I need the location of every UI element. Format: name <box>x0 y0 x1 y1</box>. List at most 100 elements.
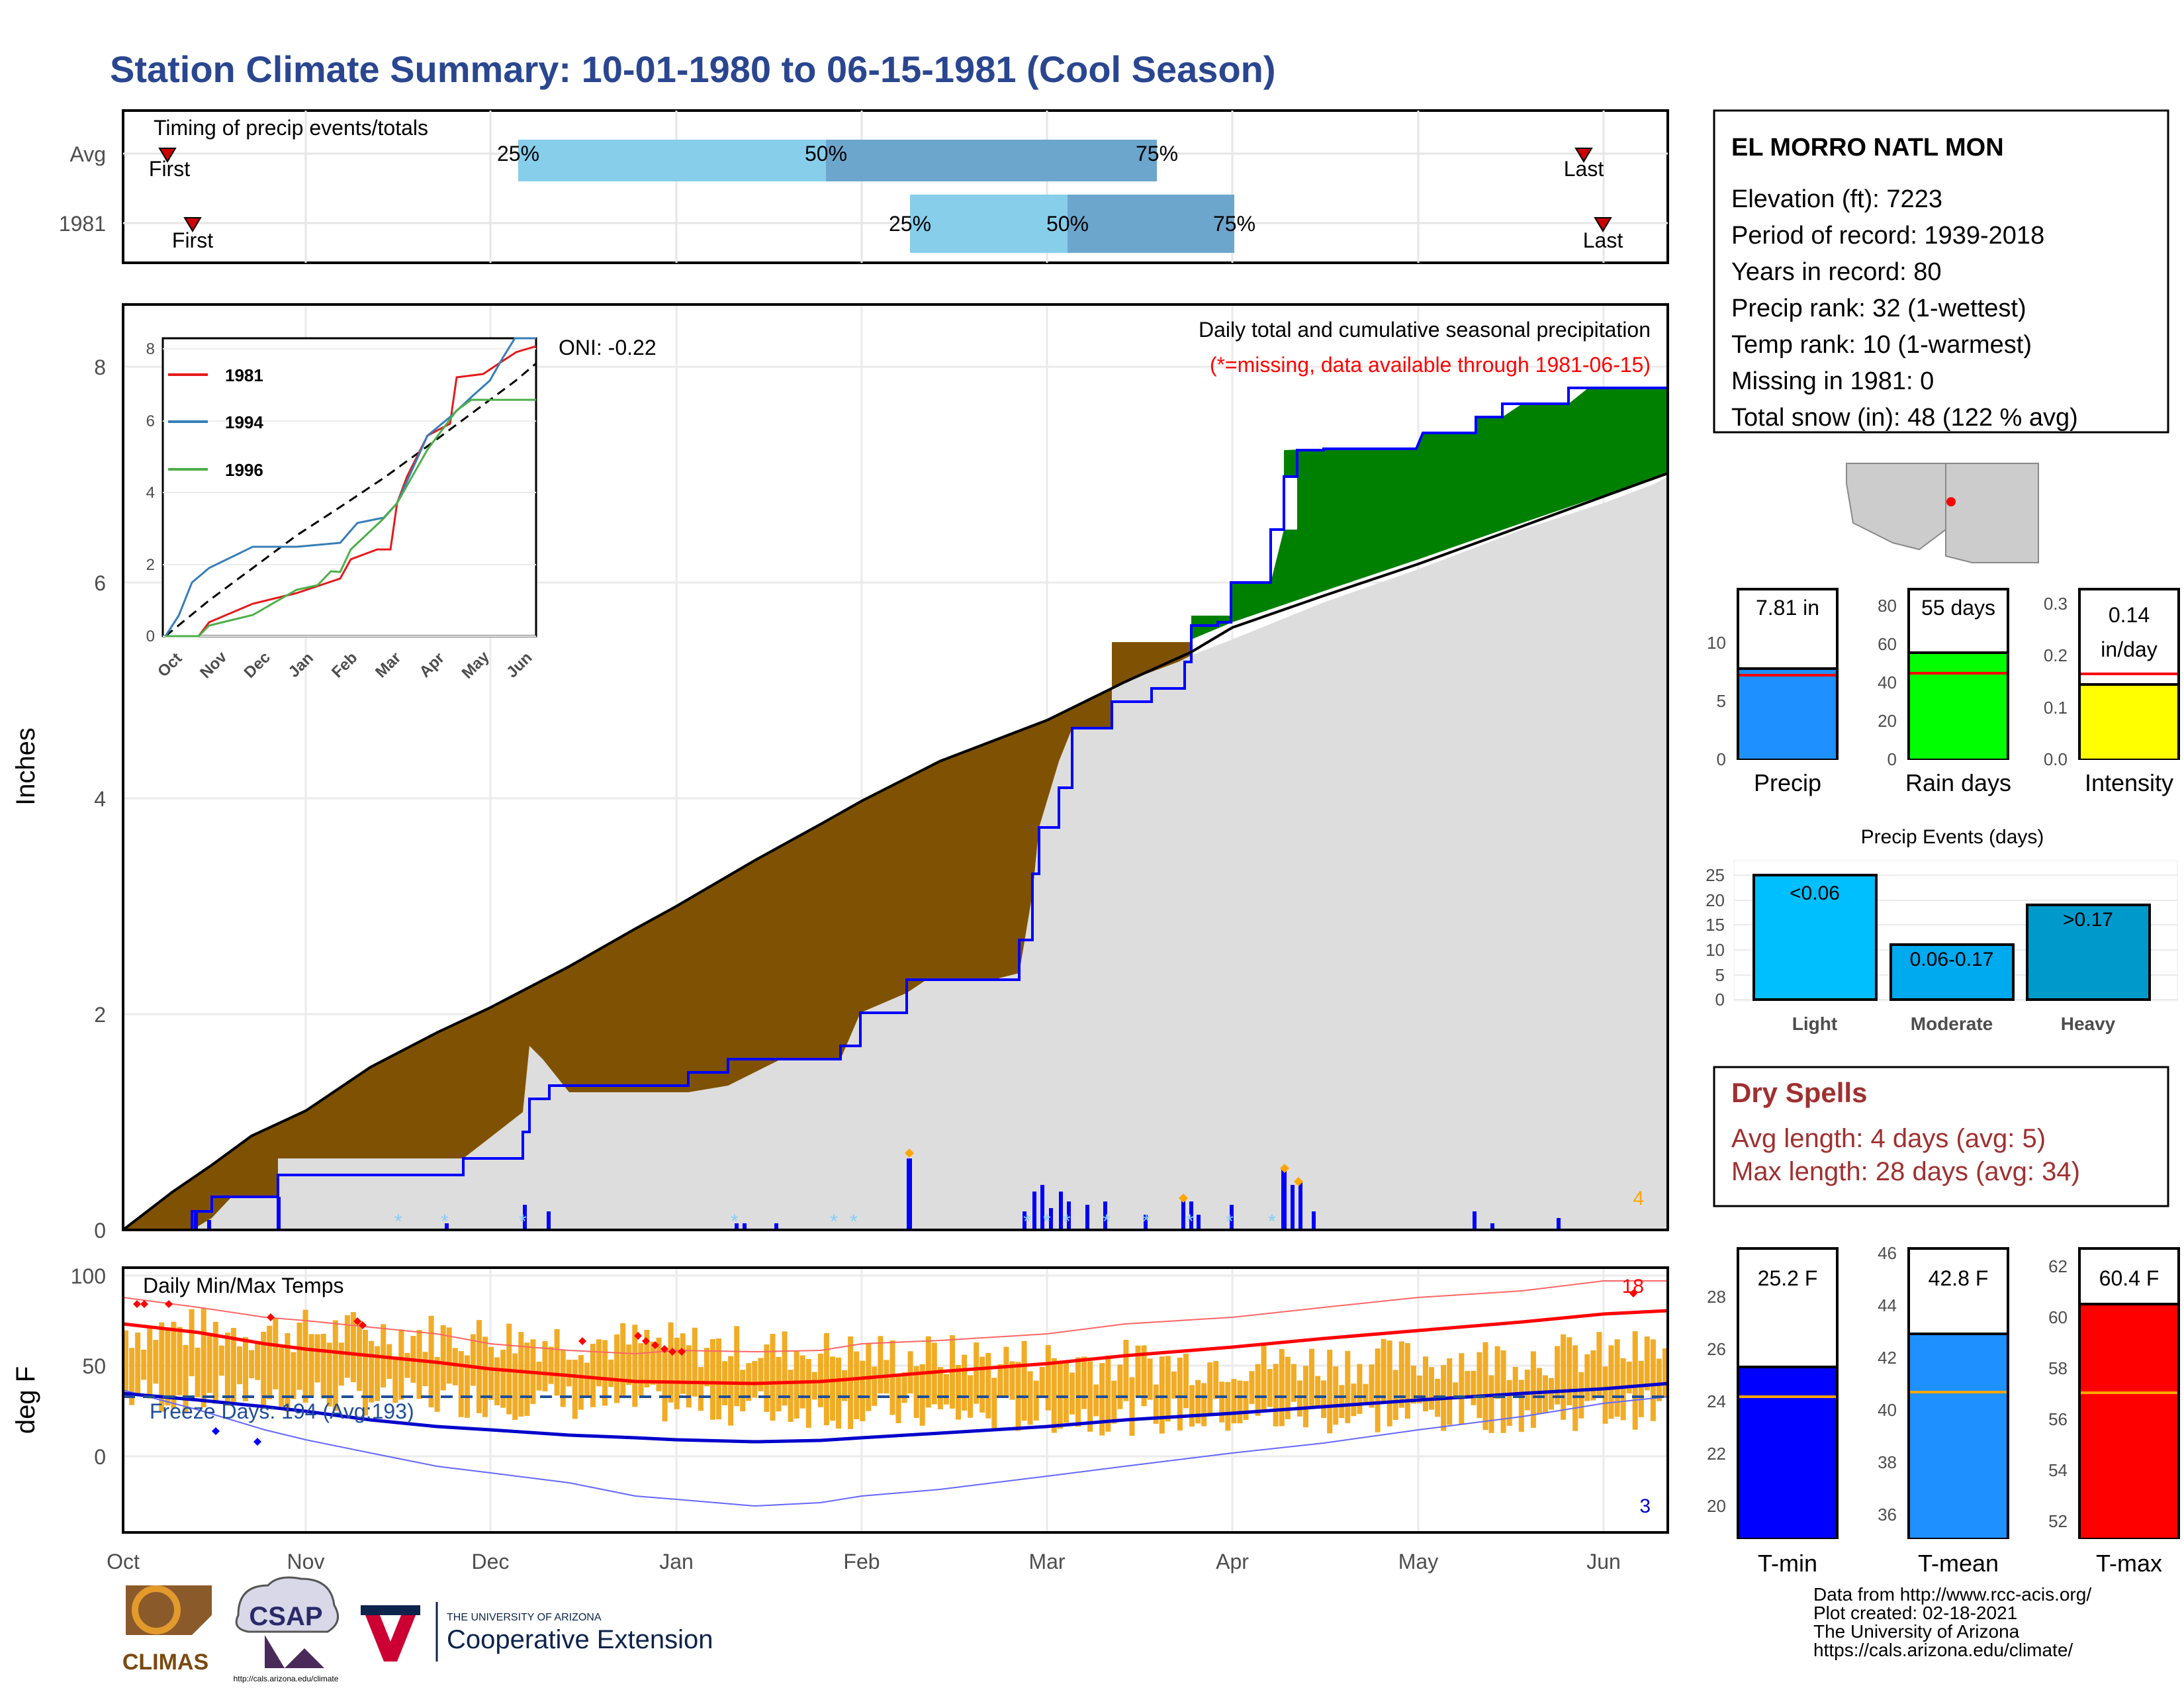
temp-range-bar <box>913 1366 919 1418</box>
temp-range-bar <box>656 1337 662 1391</box>
temp-range-bar <box>979 1356 985 1413</box>
temp-range-bar <box>889 1340 895 1415</box>
month-x-ticks: Oct Nov Dec Jan Feb Mar Apr May Jun <box>107 1550 1621 1573</box>
svg-text:THE UNIVERSITY OF ARIZONA: THE UNIVERSITY OF ARIZONA <box>447 1612 602 1623</box>
temp-range-bar <box>1404 1343 1410 1419</box>
svg-text:0.2: 0.2 <box>2044 645 2068 665</box>
temp-range-bar <box>1231 1379 1237 1424</box>
svg-text:Plot created: 02-18-2021: Plot created: 02-18-2021 <box>1813 1603 2017 1623</box>
svg-text:50: 50 <box>82 1354 106 1378</box>
temp-range-bar <box>494 1357 500 1405</box>
temp-range-bar <box>159 1322 165 1412</box>
average-cumulative-line <box>122 472 1668 1231</box>
temp-range-bar <box>488 1346 494 1400</box>
temp-range-bar <box>794 1351 799 1419</box>
temp-range-bar <box>1291 1364 1297 1402</box>
temp-range-bar <box>1105 1355 1111 1432</box>
temp-range-bar <box>805 1359 811 1428</box>
temp-range-bar <box>1147 1358 1153 1400</box>
temp-range-bar <box>1567 1337 1572 1405</box>
extreme-precip-markers <box>905 1149 1303 1203</box>
temp-range-bar <box>1656 1358 1662 1401</box>
temp-range-bar <box>404 1352 410 1378</box>
timing-1981-first-marker <box>183 217 202 232</box>
svg-text:20: 20 <box>1707 1496 1726 1516</box>
temp-range-bar <box>1177 1357 1183 1431</box>
extreme-marker <box>1294 1177 1303 1186</box>
temp-range-bar <box>1662 1348 1668 1397</box>
temp-range-bar <box>1249 1371 1255 1404</box>
temp-range-bar <box>183 1344 189 1413</box>
temp-range-bar <box>782 1331 788 1406</box>
daily-bar <box>1067 1201 1071 1230</box>
timing-1981-50-75-bar <box>1068 195 1234 253</box>
temp-range-bar <box>1171 1371 1177 1399</box>
record-high-marker <box>359 1321 367 1329</box>
temp-range-bar <box>1339 1385 1345 1419</box>
temp-range-bar <box>836 1357 841 1429</box>
svg-text:0: 0 <box>94 1445 106 1469</box>
temp-range-bar <box>848 1336 854 1429</box>
daily-bar <box>774 1223 778 1230</box>
snow-marker: * <box>1268 1211 1276 1233</box>
temp-range-bar <box>1423 1356 1428 1412</box>
svg-text:80: 80 <box>1878 596 1897 616</box>
svg-text:0: 0 <box>1888 749 1897 769</box>
svg-text:Dec: Dec <box>472 1550 510 1573</box>
svg-text:http://cals.arizona.edu/climat: http://cals.arizona.edu/climate <box>234 1674 339 1683</box>
temp-range-bar <box>734 1326 740 1407</box>
freeze-days: Freeze Days: 194 (Avg:193) <box>150 1399 414 1423</box>
cumulative-1981-line <box>123 387 1668 1231</box>
temp-range-bar <box>147 1325 153 1399</box>
temp-range-bar <box>997 1364 1003 1397</box>
record-min-line <box>122 1389 1668 1507</box>
temp-range-bar <box>1075 1357 1081 1427</box>
temp-range-bar <box>255 1342 261 1380</box>
temp-range-bar <box>584 1362 590 1398</box>
daily-bar <box>1023 1211 1026 1230</box>
events-moderate-bar <box>1889 943 2015 1001</box>
svg-text:54: 54 <box>2048 1460 2068 1480</box>
daily-bar <box>445 1223 449 1230</box>
temp-range-bar <box>1590 1350 1596 1401</box>
intensity-season-unit: in/day <box>2101 637 2157 661</box>
svg-text:4: 4 <box>146 484 155 502</box>
snow-marker: * <box>1186 1211 1194 1233</box>
svg-text:60: 60 <box>2048 1307 2068 1327</box>
temp-range-bar <box>1494 1346 1500 1399</box>
daily-bar <box>523 1205 527 1230</box>
temp-range-bar <box>650 1341 656 1385</box>
temp-range-bar <box>1111 1380 1117 1424</box>
svg-text:10: 10 <box>1707 633 1726 653</box>
svg-text:8: 8 <box>146 340 155 358</box>
dry-spells-avg: Avg length: 4 days (avg: 5) <box>1731 1124 2046 1153</box>
temp-range-bar <box>1057 1362 1063 1429</box>
timing-1981-last: Last <box>1583 228 1623 252</box>
temp-range-bar <box>1578 1372 1584 1419</box>
temp-range-bar <box>171 1321 177 1409</box>
temp-range-bar <box>1243 1381 1249 1421</box>
svg-text:CLIMAS: CLIMAS <box>122 1650 208 1675</box>
temp-range-bar <box>572 1360 578 1419</box>
svg-text:https://cals.arizona.edu/clima: https://cals.arizona.edu/climate/ <box>1813 1640 2073 1660</box>
svg-text:26: 26 <box>1707 1339 1726 1359</box>
daily-bar <box>1230 1205 1234 1230</box>
svg-text:Total snow (in): 48 (122 % avg: Total snow (in): 48 (122 % avg) <box>1731 404 2078 432</box>
svg-text:Period of record: 1939-2018: Period of record: 1939-2018 <box>1731 222 2044 250</box>
daily-bar <box>1298 1182 1302 1230</box>
temp-range-bar <box>752 1361 758 1398</box>
temp-range-bar <box>201 1308 206 1407</box>
temp-range-bar <box>308 1334 314 1396</box>
temp-range-bar <box>1524 1370 1530 1411</box>
temp-range-bar <box>1375 1348 1381 1432</box>
temp-range-bar <box>758 1358 764 1391</box>
precip-deficit-area <box>123 642 1191 1230</box>
daily-bar <box>1032 1192 1036 1230</box>
temp-range-bar <box>1027 1371 1033 1425</box>
svg-text:0.0: 0.0 <box>2044 749 2068 769</box>
temp-range-bar <box>1459 1353 1465 1425</box>
temp-range-bar <box>1237 1380 1243 1424</box>
daily-bar <box>907 1158 912 1230</box>
temp-range-bar <box>578 1355 584 1410</box>
timing-avg-last-marker <box>1574 148 1593 163</box>
